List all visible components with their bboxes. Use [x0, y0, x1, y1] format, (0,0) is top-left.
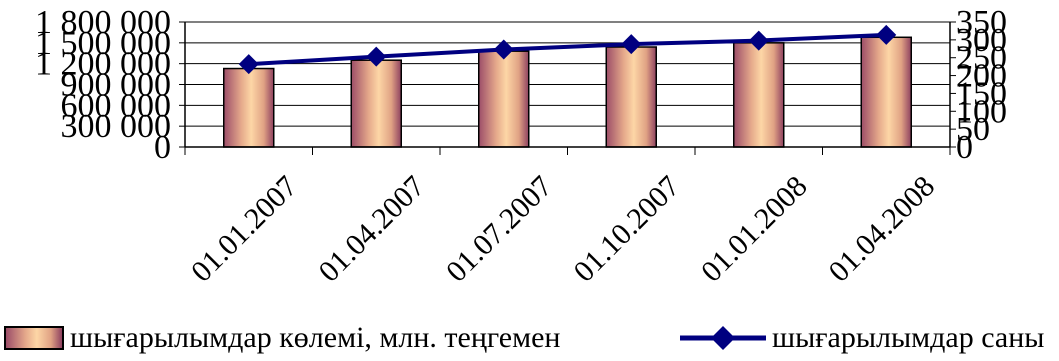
y-right-tick-label: 350	[956, 4, 1007, 41]
y-left-tick-label: 600 000	[61, 87, 172, 124]
line-point	[493, 39, 514, 60]
bar	[478, 50, 530, 148]
y-right-tick-label: 150	[956, 75, 1007, 112]
y-left-tick-label: 1 500 000	[35, 25, 171, 62]
line-point	[876, 24, 897, 45]
bar	[223, 67, 275, 148]
legend-item-volume: шығарылымдар көлемі, млн. теңгемен	[4, 320, 560, 356]
bar	[860, 36, 912, 148]
bar	[350, 59, 402, 148]
line-point	[621, 34, 642, 55]
x-tick-label: 01.01.2007	[185, 170, 304, 289]
line-point	[366, 46, 387, 67]
legend-label-volume: шығарылымдар көлемі, млн. теңгемен	[70, 321, 561, 354]
bar	[733, 42, 785, 148]
y-left-tick-label: 1 200 000	[35, 46, 171, 83]
y-left-tick-label: 300 000	[61, 108, 172, 145]
y-right-tick-label: 50	[956, 111, 990, 148]
line-point	[238, 54, 259, 75]
gridlines	[185, 21, 950, 127]
line-series-path	[248, 32, 887, 67]
y-left-tick-label: 1 800 000	[35, 4, 171, 41]
y-right-tick-label: 100	[956, 93, 1007, 130]
x-tick-label: 01.07.2007	[440, 170, 559, 289]
x-tick-label: 01.04.2007	[312, 170, 431, 289]
x-tick-label: 01.01.2008	[695, 170, 814, 289]
line-point	[748, 30, 769, 51]
x-tick-label: 01.10.2007	[567, 170, 686, 289]
bar	[605, 46, 657, 148]
legend-swatch-bar	[4, 326, 64, 350]
axes	[179, 21, 956, 155]
y-right-tick-label: 200	[956, 58, 1007, 95]
y-right-tick-label: 300	[956, 22, 1007, 59]
y-right-tick-label: 250	[956, 40, 1007, 77]
bar-series	[223, 36, 912, 148]
legend-item-count: шығарылымдар саны	[680, 320, 1044, 356]
x-tick-label: 01.04.2008	[822, 170, 941, 289]
line-series	[238, 24, 897, 75]
y-left-tick-label: 900 000	[61, 67, 172, 104]
legend-label-count: шығарылымдар саны	[772, 321, 1045, 354]
y-right-tick-label: 0	[956, 129, 973, 166]
y-left-tick-label: 0	[154, 129, 171, 166]
legend-swatch-line	[680, 326, 766, 350]
